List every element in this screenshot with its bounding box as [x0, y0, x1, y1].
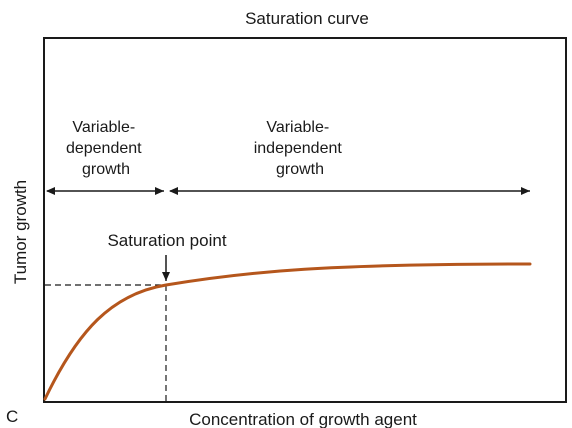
x-axis-label: Concentration of growth agent [189, 410, 417, 428]
y-axis-label: Tumor growth [11, 180, 30, 284]
dependent-label-line-3: growth [82, 161, 130, 178]
plot-frame [43, 37, 567, 403]
dependent-region-label: Variable- dependent growth [66, 119, 146, 178]
saturation-point-label: Saturation point [107, 231, 226, 250]
independent-region-label: Variable- independent growth [254, 119, 347, 178]
dependent-label-line-2: dependent [66, 140, 142, 157]
dependent-label-line-1: Variable- [72, 119, 135, 136]
panel-letter: C [6, 407, 18, 426]
independent-label-line-3: growth [276, 161, 324, 178]
chart-title: Saturation curve [245, 9, 369, 28]
saturation-curve [43, 262, 532, 401]
independent-label-line-2: independent [254, 140, 343, 157]
independent-label-line-1: Variable- [266, 119, 329, 136]
